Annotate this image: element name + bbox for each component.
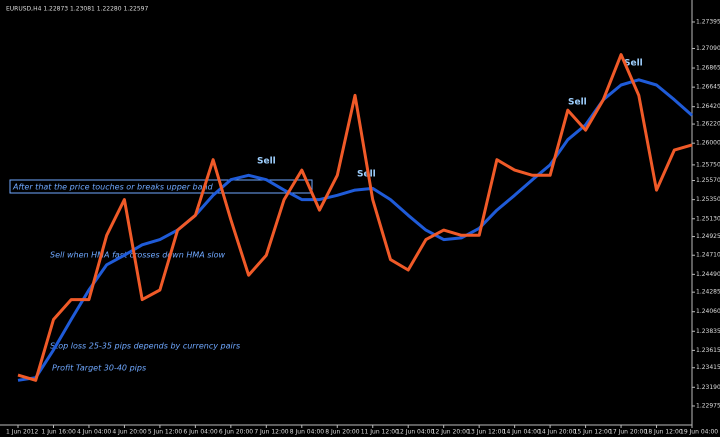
x-tick-label: 14 Jun 20:00 — [538, 429, 576, 436]
y-tick-label: 1.26000 — [696, 140, 720, 147]
series-line — [17, 78, 693, 382]
x-tick-label: 1 Jun 16:00 — [41, 429, 75, 436]
sell-label: Sell — [568, 98, 587, 108]
x-tick-label: 1 Jun 2012 — [6, 429, 38, 436]
annotation: Stop loss 25-35 pips depends by currency… — [50, 342, 240, 351]
y-tick-label: 1.23415 — [696, 364, 720, 371]
sell-label: Sell — [357, 170, 376, 180]
x-tick-label: 12 Jun 20:00 — [432, 429, 470, 436]
x-tick-label: 5 Jun 12:00 — [148, 429, 182, 436]
y-tick-label: 1.22975 — [696, 402, 720, 409]
annotation: After that the price touches or breaks u… — [12, 183, 214, 192]
x-tick-label: 8 Jun 20:00 — [325, 429, 359, 436]
y-tick-label: 1.25350 — [696, 196, 720, 203]
x-tick-label: 15 Jun 12:00 — [574, 429, 612, 436]
chart-title: EURUSD,H4 1.22873 1.23081 1.22280 1.2259… — [6, 6, 148, 13]
y-tick-label: 1.26645 — [696, 84, 720, 91]
x-tick-label: 8 Jun 04:00 — [290, 429, 324, 436]
y-tick-label: 1.25750 — [696, 161, 720, 168]
y-tick-label: 1.26865 — [696, 65, 720, 72]
y-tick-label: 1.24925 — [696, 233, 720, 240]
y-tick-label: 1.25570 — [696, 177, 720, 184]
y-tick-label: 1.27395 — [696, 18, 720, 25]
x-tick-label: 7 Jun 12:00 — [254, 429, 288, 436]
x-tick-label: 19 Jun 04:00 — [680, 429, 718, 436]
note-box — [9, 179, 313, 194]
x-tick-label: 14 Jun 04:00 — [503, 429, 541, 436]
y-tick-label: 1.24285 — [696, 289, 720, 296]
x-tick-label: 17 Jun 20:00 — [609, 429, 647, 436]
sell-label: Sell — [257, 157, 276, 167]
sell-label: Sell — [624, 59, 643, 69]
annotation: Sell when HMA fast crosses down HMA slow — [50, 251, 226, 260]
x-tick-label: 4 Jun 20:00 — [112, 429, 146, 436]
y-tick-label: 1.25130 — [696, 215, 720, 222]
x-tick-label: 13 Jun 12:00 — [467, 429, 505, 436]
y-tick-label: 1.26220 — [696, 121, 720, 128]
x-tick-label: 18 Jun 12:00 — [645, 429, 683, 436]
x-tick-label: 11 Jun 12:00 — [361, 429, 399, 436]
y-tick-label: 1.27090 — [696, 45, 720, 52]
annotation: Profit Target 30-40 pips — [52, 364, 146, 373]
y-tick-label: 1.24710 — [696, 252, 720, 259]
x-tick-label: 4 Jun 04:00 — [77, 429, 111, 436]
y-tick-label: 1.24490 — [696, 271, 720, 278]
y-tick-label: 1.24060 — [696, 308, 720, 315]
x-tick-label: 12 Jun 04:00 — [396, 429, 434, 436]
y-tick-label: 1.23190 — [696, 384, 720, 391]
y-tick-label: 1.23615 — [696, 347, 720, 354]
x-tick-label: 6 Jun 04:00 — [183, 429, 217, 436]
x-tick-label: 6 Jun 20:00 — [219, 429, 253, 436]
y-tick-label: 1.26420 — [696, 103, 720, 110]
series-line — [17, 53, 693, 382]
y-tick-label: 1.23835 — [696, 328, 720, 335]
